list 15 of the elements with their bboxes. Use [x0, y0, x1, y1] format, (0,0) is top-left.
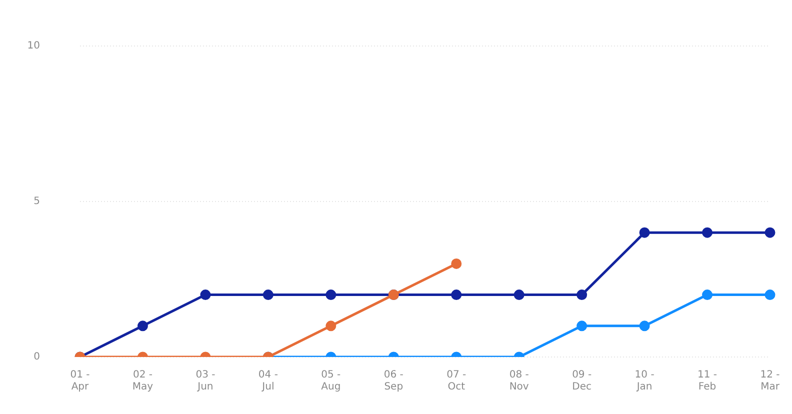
x-tick-label: 08 - Nov [509, 370, 530, 393]
x-tick-label: 02 - May [132, 370, 154, 393]
x-tick-label: 05 - Aug [321, 370, 342, 393]
x-tick-label: 10 - Jan [634, 370, 655, 393]
y-tick-label: 10 [27, 40, 40, 52]
x-tick-label: 06 - Sep [384, 370, 404, 393]
x-tick-label: 12 - Mar [760, 370, 780, 393]
x-tick-label: 09 - Dec [572, 370, 592, 393]
x-tick-label: 01 - Apr [70, 370, 90, 393]
y-tick-label: 5 [34, 196, 40, 208]
x-tick-label: 11 - Feb [698, 370, 718, 393]
x-tick-label: 04 - Jul [258, 370, 278, 393]
x-tick-label: 03 - Jun [196, 370, 216, 393]
y-tick-label: 0 [34, 352, 40, 363]
x-tick-label: 07 - Oct [446, 370, 467, 393]
